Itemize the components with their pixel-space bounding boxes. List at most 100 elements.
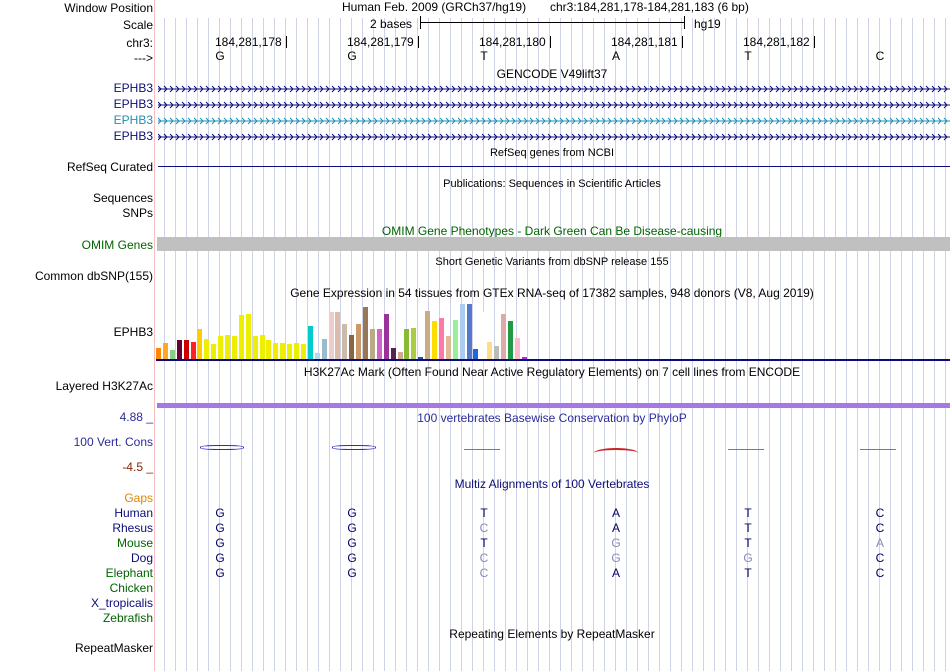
gtex-tissue-bar[interactable]: [218, 336, 224, 360]
gtex-tissue-bar[interactable]: [445, 336, 451, 360]
gtex-tissue-bar[interactable]: [487, 342, 493, 360]
gtex-tissue-bar[interactable]: [238, 315, 244, 360]
strand-arrow: [727, 85, 732, 93]
gtex-tissue-bar[interactable]: [252, 336, 258, 360]
ruler-position[interactable]: 184,281,181: [611, 35, 678, 49]
multiz-species-label[interactable]: Human: [114, 506, 153, 520]
phylop-score-mark[interactable]: [332, 445, 376, 450]
gencode-gene-model[interactable]: [157, 115, 950, 125]
gtex-tissue-bar[interactable]: [514, 338, 520, 360]
multiz-species-label[interactable]: Rhesus: [112, 521, 153, 535]
gencode-gene-label[interactable]: EPHB3: [113, 129, 153, 143]
multiz-species-label[interactable]: Chicken: [109, 581, 153, 595]
multiz-gaps-label[interactable]: Gaps: [124, 491, 153, 505]
gtex-tissue-bar[interactable]: [452, 320, 458, 360]
gtex-tissue-bar[interactable]: [342, 324, 348, 360]
gtex-tissue-bar[interactable]: [273, 343, 279, 360]
gtex-tissue-bar[interactable]: [335, 312, 341, 360]
gtex-tissue-bar[interactable]: [369, 329, 375, 360]
gtex-tissue-bar[interactable]: [314, 353, 320, 360]
multiz-species-label[interactable]: Dog: [130, 551, 153, 565]
gtex-tissue-bar[interactable]: [231, 336, 237, 360]
publications-snps-label[interactable]: SNPs: [122, 206, 153, 220]
phylop-score-mark[interactable]: [728, 449, 764, 450]
phylop-score-mark[interactable]: [594, 448, 638, 458]
gencode-gene-label[interactable]: EPHB3: [113, 113, 153, 127]
gtex-tissue-bar[interactable]: [307, 326, 313, 360]
gtex-tissue-bar[interactable]: [432, 321, 437, 360]
gtex-tissue-bar[interactable]: [190, 342, 196, 360]
strand-arrow: [421, 85, 426, 93]
gtex-tissue-bar[interactable]: [494, 346, 500, 360]
gtex-expression-chart[interactable]: [156, 300, 950, 360]
gtex-tissue-bar[interactable]: [459, 304, 465, 360]
gtex-tissue-bar[interactable]: [321, 339, 327, 360]
gtex-tissue-bar[interactable]: [390, 348, 396, 360]
multiz-species-label[interactable]: X_tropicalis: [90, 596, 153, 610]
gencode-gene-model[interactable]: [157, 83, 950, 93]
phylop-score-mark[interactable]: [200, 445, 244, 450]
gtex-tissue-bar[interactable]: [204, 339, 210, 360]
phylop-score-mark[interactable]: [464, 449, 500, 450]
gtex-tissue-bar[interactable]: [480, 312, 486, 360]
gtex-tissue-bar[interactable]: [356, 324, 362, 360]
gtex-tissue-bar[interactable]: [294, 343, 299, 360]
gtex-tissue-bar[interactable]: [300, 344, 306, 360]
gtex-tissue-bar[interactable]: [425, 311, 431, 360]
repeatmasker-label[interactable]: RepeatMasker: [74, 641, 153, 655]
gtex-tissue-bar[interactable]: [473, 349, 479, 360]
h3k27ac-label[interactable]: Layered H3K27Ac: [55, 379, 153, 393]
gtex-tissue-bar[interactable]: [266, 340, 272, 360]
ruler-position[interactable]: 184,281,178: [215, 35, 282, 49]
dbsnp-label[interactable]: Common dbSNP(155): [34, 269, 153, 283]
gtex-tissue-bar[interactable]: [418, 357, 424, 360]
ruler-position[interactable]: 184,281,179: [347, 35, 414, 49]
gtex-tissue-bar[interactable]: [197, 329, 203, 360]
gtex-tissue-bar[interactable]: [280, 343, 286, 360]
multiz-species-label[interactable]: Mouse: [116, 536, 153, 550]
gtex-tissue-bar[interactable]: [349, 335, 355, 360]
gtex-tissue-bar[interactable]: [501, 314, 506, 360]
gtex-tissue-bar[interactable]: [287, 344, 293, 360]
publications-sequences-label[interactable]: Sequences: [92, 191, 153, 205]
gtex-tissue-bar[interactable]: [328, 312, 334, 360]
omim-gene-bar[interactable]: [157, 237, 950, 251]
gtex-gene-label[interactable]: EPHB3: [113, 325, 153, 339]
gtex-tissue-bar[interactable]: [411, 328, 417, 360]
gtex-tissue-bar[interactable]: [169, 350, 175, 360]
gtex-tissue-bar[interactable]: [466, 304, 472, 360]
gtex-tissue-bar[interactable]: [183, 340, 189, 360]
ruler-position[interactable]: 184,281,182: [743, 35, 810, 49]
omim-label[interactable]: OMIM Genes: [81, 238, 153, 252]
gencode-gene-model[interactable]: [157, 131, 950, 141]
gtex-tissue-bar[interactable]: [259, 335, 265, 360]
gtex-tissue-bar[interactable]: [438, 318, 444, 360]
gencode-gene-label[interactable]: EPHB3: [113, 81, 153, 95]
gtex-tissue-bar[interactable]: [245, 314, 251, 360]
gtex-tissue-bar[interactable]: [225, 335, 230, 360]
gtex-tissue-bar[interactable]: [363, 307, 368, 360]
refseq-gene-line[interactable]: [158, 166, 950, 167]
gtex-tissue-bar[interactable]: [176, 340, 182, 360]
refseq-label[interactable]: RefSeq Curated: [66, 160, 153, 174]
gtex-tissue-bar[interactable]: [162, 343, 168, 360]
gencode-gene-label[interactable]: EPHB3: [113, 97, 153, 111]
region-position[interactable]: chr3:184,281,178-184,281,183 (6 bp): [550, 0, 749, 14]
multiz-species-label[interactable]: Elephant: [105, 566, 153, 580]
gtex-tissue-bar[interactable]: [156, 348, 161, 360]
gtex-tissue-bar[interactable]: [383, 314, 389, 360]
ruler-position[interactable]: 184,281,180: [479, 35, 546, 49]
grid-line: [846, 18, 847, 671]
h3k27ac-signal-bar[interactable]: [157, 403, 950, 408]
phylop-label[interactable]: 100 Vert. Cons: [73, 435, 153, 449]
gtex-tissue-bar[interactable]: [521, 357, 527, 360]
gtex-tissue-bar[interactable]: [211, 344, 217, 360]
gtex-tissue-bar[interactable]: [507, 321, 513, 360]
multiz-species-label[interactable]: Zebrafish: [102, 611, 153, 625]
gtex-tissue-bar[interactable]: [404, 329, 410, 360]
phylop-score-mark[interactable]: [860, 449, 896, 450]
gencode-gene-model[interactable]: [157, 99, 950, 109]
gtex-tissue-bar[interactable]: [376, 329, 382, 360]
strand-arrow: [199, 117, 204, 125]
gtex-tissue-bar[interactable]: [397, 352, 403, 360]
